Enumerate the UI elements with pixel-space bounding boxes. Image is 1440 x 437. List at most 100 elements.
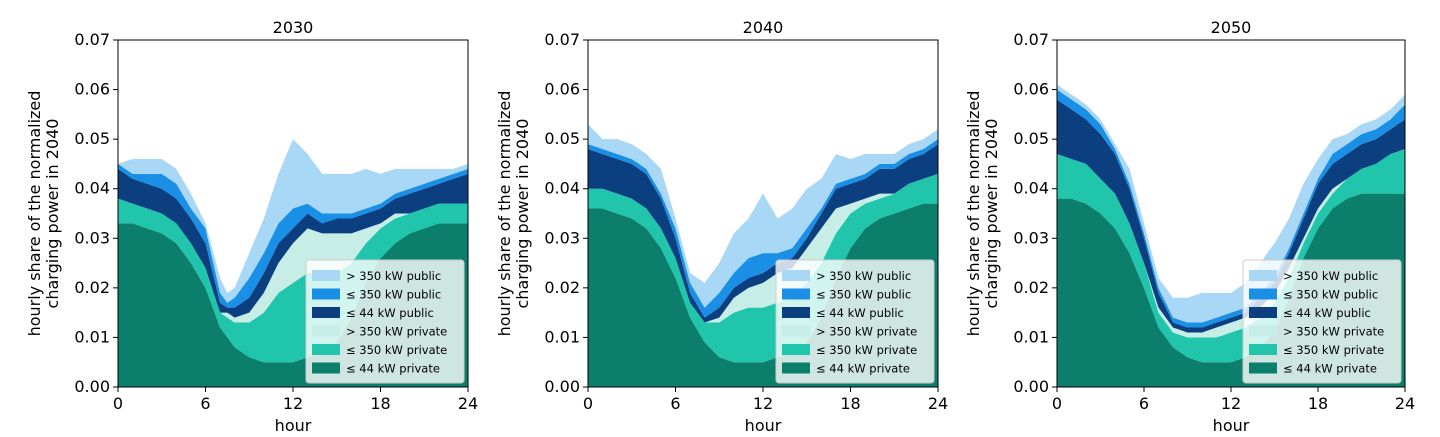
- y-tick-label: 0.01: [1013, 327, 1049, 346]
- y-tick-label: 0.06: [74, 80, 110, 99]
- chart-panel-2030: 0.00 0.01 0.02 0.03 0.04 0.05 0.06 0.07 0 6 12 18 24…: [25, 18, 478, 435]
- legend: > 350 kW public ≤ 350 kW public ≤ 44 kW pu…: [1242, 259, 1402, 384]
- chart-title: 2040: [743, 18, 784, 37]
- x-tick-label: 0: [583, 394, 593, 413]
- legend-swatch: [312, 307, 340, 318]
- legend-label: ≤ 350 kW private: [816, 343, 917, 357]
- y-tick-label: 0.00: [1013, 377, 1049, 396]
- x-tick-label: 18: [1308, 394, 1328, 413]
- y-tick-label: 0.02: [544, 278, 580, 297]
- area-series-1: [588, 173, 938, 363]
- y-tick-label: 0.07: [74, 30, 110, 49]
- y-tick-label: 0.07: [1013, 30, 1049, 49]
- x-tick-label: 24: [1395, 394, 1415, 413]
- x-tick-label: 6: [1139, 394, 1149, 413]
- legend: > 350 kW public ≤ 350 kW public ≤ 44 kW pu…: [305, 259, 465, 384]
- x-tick-label: 12: [753, 394, 773, 413]
- legend-swatch: [312, 325, 340, 337]
- legend-swatch: [312, 270, 340, 281]
- legend-label: ≤ 350 kW public: [816, 288, 911, 302]
- y-tick-label: 0.07: [544, 30, 580, 49]
- y-tick-label: 0.03: [544, 228, 580, 247]
- x-tick-label: 24: [458, 394, 478, 413]
- legend-swatch: [1249, 270, 1277, 281]
- y-axis-label-line-2: charging power in 2040: [43, 119, 62, 309]
- y-tick-label: 0.04: [74, 179, 110, 198]
- legend-swatch: [1249, 307, 1277, 318]
- x-axis-label: hour: [745, 416, 782, 435]
- y-tick-label: 0.06: [544, 80, 580, 99]
- area-series-3: [118, 168, 468, 318]
- x-tick-label: 12: [1221, 394, 1241, 413]
- chart-panel-2050: 0.00 0.01 0.02 0.03 0.04 0.05 0.06 0.07 0 6 12 18 24…: [964, 18, 1415, 435]
- legend-label: ≤ 44 kW private: [1283, 362, 1377, 376]
- legend-swatch: [1249, 362, 1277, 374]
- y-axis-label-line-1: hourly share of the normalized: [25, 91, 44, 337]
- legend-swatch: [782, 307, 810, 318]
- legend-label: > 350 kW private: [816, 325, 917, 339]
- legend-swatch: [1249, 288, 1277, 300]
- y-axis-label-line-1: hourly share of the normalized: [964, 91, 983, 337]
- x-tick-label: 0: [1052, 394, 1062, 413]
- legend-label: ≤ 350 kW public: [1283, 288, 1378, 302]
- x-tick-label: 18: [840, 394, 860, 413]
- legend-swatch: [782, 344, 810, 355]
- legend-label: ≤ 44 kW private: [816, 362, 910, 376]
- legend-label: ≤ 44 kW public: [816, 306, 904, 320]
- y-axis-label-line-2: charging power in 2040: [982, 119, 1001, 309]
- legend-label: ≤ 350 kW private: [1283, 343, 1384, 357]
- area-series-4: [588, 139, 938, 318]
- y-tick-label: 0.02: [74, 278, 110, 297]
- legend-swatch: [782, 288, 810, 300]
- y-tick-label: 0.05: [544, 129, 580, 148]
- x-axis-label: hour: [1213, 416, 1250, 435]
- legend: > 350 kW public ≤ 350 kW public ≤ 44 kW pu…: [775, 259, 935, 384]
- legend-label: ≤ 44 kW public: [1283, 306, 1371, 320]
- y-axis-label-line-1: hourly share of the normalized: [495, 91, 514, 337]
- y-tick-label: 0.05: [1013, 129, 1049, 148]
- x-tick-label: 24: [928, 394, 948, 413]
- legend-label: > 350 kW public: [346, 269, 441, 283]
- legend-label: > 350 kW public: [816, 269, 911, 283]
- legend-swatch: [1249, 344, 1277, 355]
- area-series-5: [118, 139, 468, 303]
- x-tick-label: 18: [370, 394, 390, 413]
- x-tick-label: 6: [200, 394, 210, 413]
- x-tick-label: 0: [113, 394, 123, 413]
- legend-label: ≤ 350 kW private: [346, 343, 447, 357]
- chart-title: 2050: [1211, 18, 1252, 37]
- x-axis-label: hour: [275, 416, 312, 435]
- area-series-1: [1057, 149, 1405, 363]
- area-series-3: [588, 144, 938, 323]
- area-series-2: [588, 173, 938, 323]
- legend-swatch: [782, 270, 810, 281]
- area-series-1: [118, 198, 468, 363]
- y-tick-label: 0.00: [74, 377, 110, 396]
- legend-swatch: [1249, 325, 1277, 337]
- chart-title: 2030: [273, 18, 314, 37]
- area-series-3: [1057, 99, 1405, 333]
- legend-box: [305, 259, 465, 384]
- y-tick-label: 0.03: [74, 228, 110, 247]
- legend-label: > 350 kW private: [1283, 325, 1384, 339]
- y-tick-label: 0.04: [1013, 179, 1049, 198]
- legend-label: > 350 kW public: [1283, 269, 1378, 283]
- area-series-2: [118, 198, 468, 323]
- legend-box: [1242, 259, 1402, 384]
- legend-box: [775, 259, 935, 384]
- y-tick-label: 0.06: [1013, 80, 1049, 99]
- legend-swatch: [312, 344, 340, 355]
- legend-swatch: [312, 362, 340, 374]
- y-tick-label: 0.01: [74, 327, 110, 346]
- legend-swatch: [312, 288, 340, 300]
- legend-label: > 350 kW private: [346, 325, 447, 339]
- legend-swatch: [782, 362, 810, 374]
- legend-label: ≤ 44 kW public: [346, 306, 434, 320]
- chart-panel-2040: 0.00 0.01 0.02 0.03 0.04 0.05 0.06 0.07 0 6 12 18 24…: [495, 18, 948, 435]
- y-tick-label: 0.03: [1013, 228, 1049, 247]
- y-tick-label: 0.02: [1013, 278, 1049, 297]
- legend-swatch: [782, 325, 810, 337]
- area-series-5: [588, 124, 938, 308]
- legend-label: ≤ 44 kW private: [346, 362, 440, 376]
